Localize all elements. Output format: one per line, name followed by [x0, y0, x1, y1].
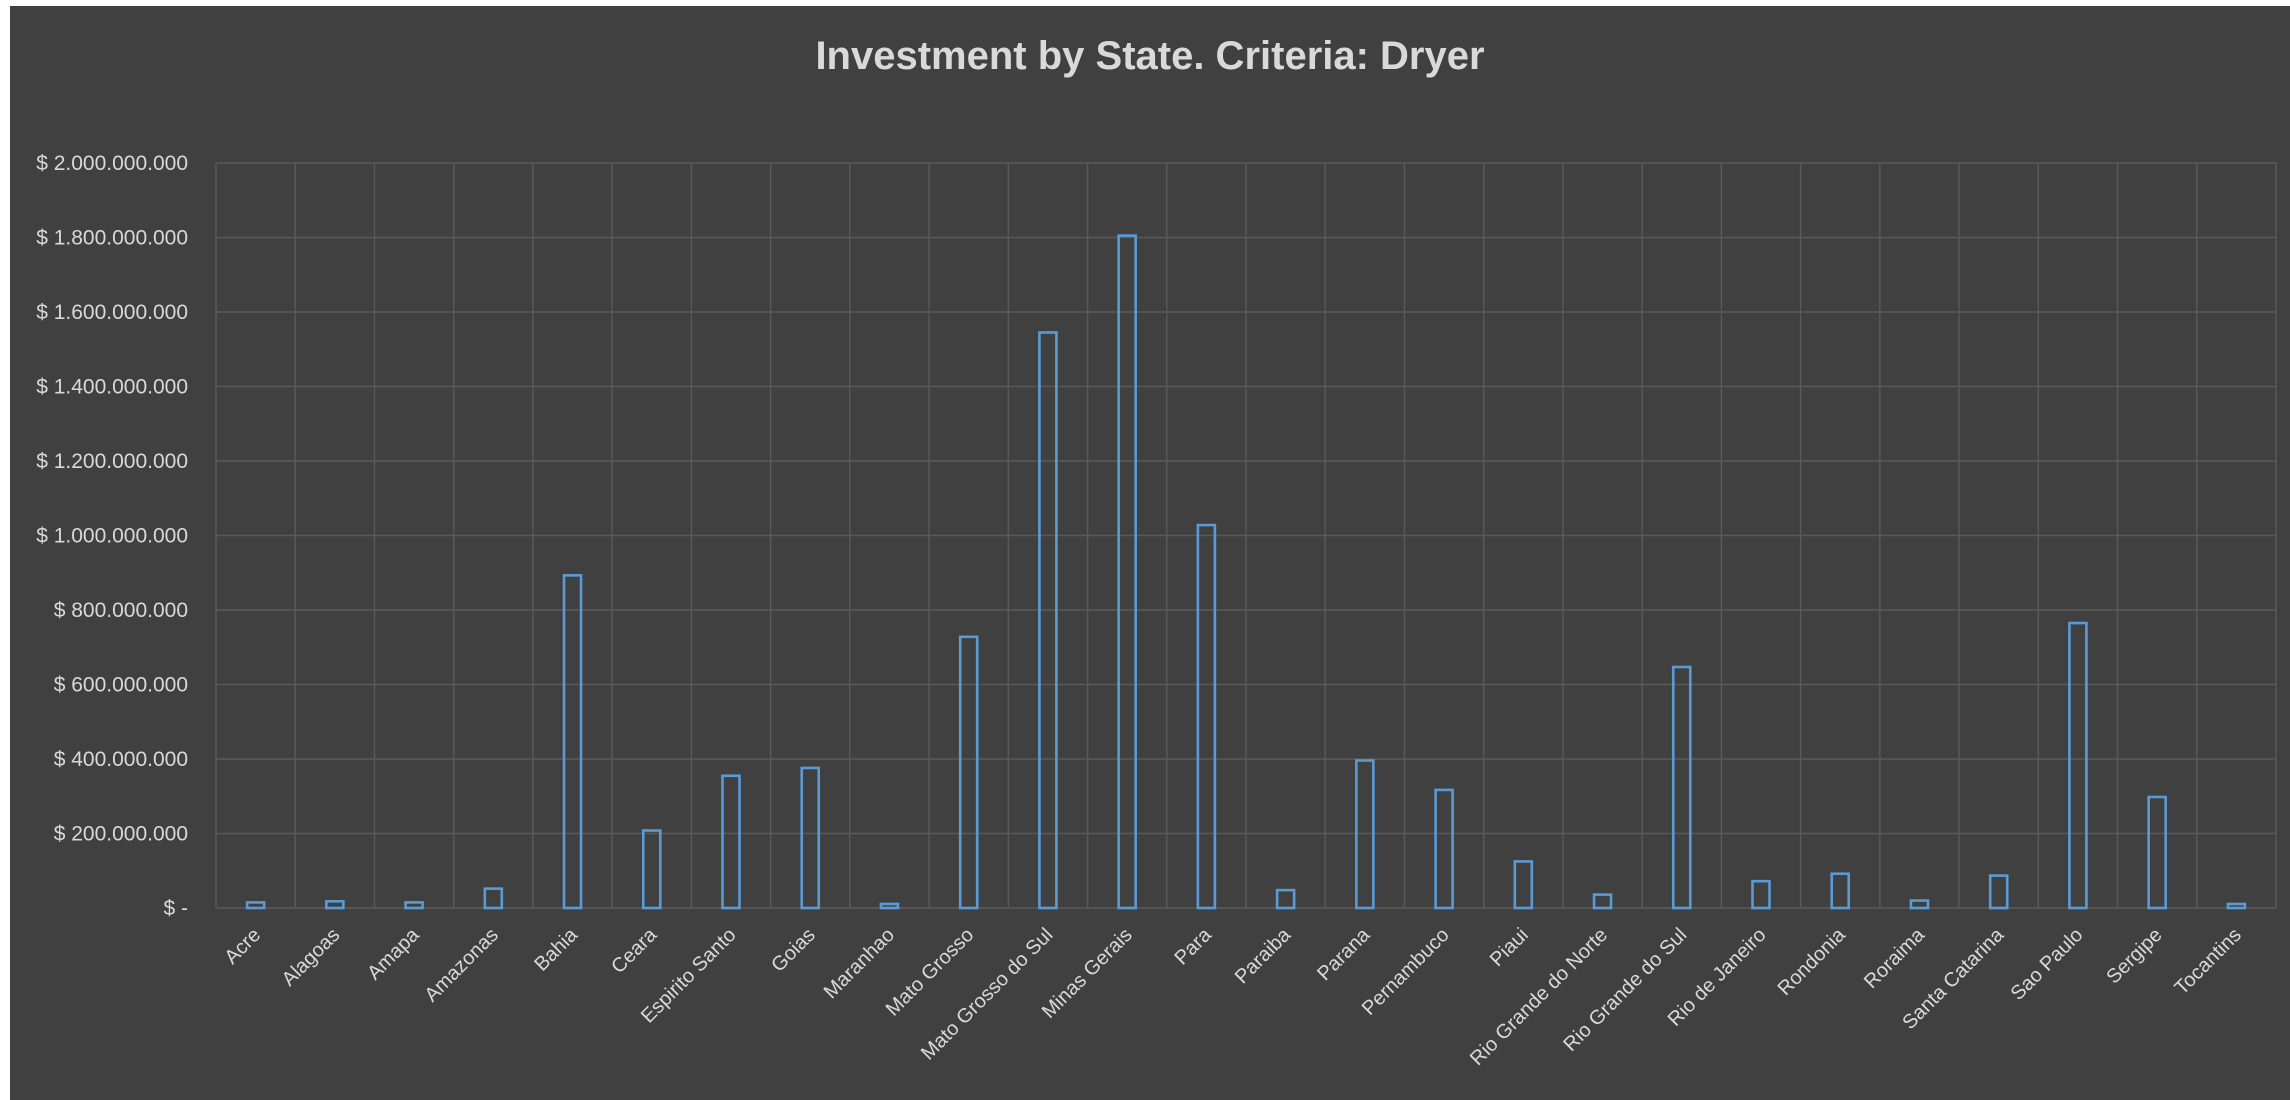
- y-tick-label: $ 1.400.000.000: [36, 376, 188, 399]
- x-tick-label: Rondonia: [1774, 923, 1851, 1000]
- y-tick-label: $ 400.000.000: [54, 748, 188, 771]
- chart-area: Investment by State. Criteria: Dryer $ -…: [10, 6, 2290, 1100]
- x-tick-label: Maranhao: [820, 924, 899, 1003]
- x-tick-label: Bahia: [530, 923, 582, 975]
- x-tick-label: Roraima: [1860, 923, 1930, 993]
- y-tick-label: $ 200.000.000: [54, 823, 188, 846]
- bar: [1275, 888, 1296, 910]
- x-tick-label: Para: [1170, 923, 1216, 969]
- bar: [1909, 899, 1930, 910]
- x-tick-label: Sergipe: [2102, 924, 2166, 988]
- x-tick-label: Amazonas: [420, 924, 502, 1006]
- bar: [1434, 788, 1454, 910]
- bar: [1513, 860, 1534, 910]
- bar: [879, 902, 900, 910]
- bars: [245, 234, 2247, 910]
- bar: [641, 829, 662, 910]
- bar: [800, 766, 821, 910]
- x-tick-label: Tocantins: [2171, 924, 2246, 999]
- x-tick-label: Mato Grosso do Sul: [917, 924, 1058, 1065]
- gridlines: [215, 162, 2277, 909]
- bar: [1038, 331, 1058, 910]
- y-tick-label: $ 1.800.000.000: [36, 227, 188, 250]
- bar: [1671, 665, 1692, 910]
- bar: [483, 887, 504, 910]
- bar: [1592, 893, 1613, 910]
- bar: [1830, 872, 1851, 910]
- x-tick-label: Ceara: [607, 923, 662, 978]
- x-tick-label: Acre: [221, 924, 266, 969]
- bar: [958, 635, 979, 910]
- y-tick-label: $ -: [163, 897, 188, 920]
- x-tick-label: Rio Grande do Norte: [1466, 924, 1612, 1070]
- y-tick-label: $ 1.200.000.000: [36, 450, 188, 473]
- bar: [2147, 795, 2167, 910]
- bar: [1751, 879, 1771, 910]
- bar: [325, 899, 345, 910]
- bar: [245, 901, 266, 910]
- y-tick-label: $ 1.000.000.000: [36, 525, 188, 548]
- x-tick-label: Sao Paulo: [2007, 924, 2088, 1005]
- chart-title: Investment by State. Criteria: Dryer: [815, 34, 1485, 78]
- x-tick-label: Goias: [767, 924, 820, 977]
- bar: [2226, 902, 2247, 910]
- bar: [1355, 759, 1375, 910]
- bar: [404, 901, 424, 910]
- plot-area: $ - $ 200.000.000 $ 400.000.000 $ 600.000.0…: [36, 152, 2277, 1070]
- bar: [1117, 234, 1137, 910]
- y-tick-label: $ 600.000.000: [54, 674, 188, 697]
- bar: [1988, 874, 2009, 910]
- bar: [562, 574, 583, 910]
- y-axis-tick-labels: $ - $ 200.000.000 $ 400.000.000 $ 600.000.0…: [36, 152, 188, 920]
- bar: [2068, 621, 2088, 910]
- bar: [721, 774, 741, 910]
- x-tick-label: Paraiba: [1231, 923, 1296, 988]
- bar: [1196, 523, 1217, 910]
- y-tick-label: $ 800.000.000: [54, 599, 188, 622]
- x-tick-label: Parana: [1313, 923, 1375, 985]
- x-tick-label: Piaui: [1486, 924, 1533, 971]
- y-tick-label: $ 2.000.000.000: [36, 152, 188, 175]
- x-tick-label: Amapa: [363, 923, 424, 984]
- y-tick-label: $ 1.600.000.000: [36, 301, 188, 324]
- x-tick-label: Alagoas: [278, 924, 345, 991]
